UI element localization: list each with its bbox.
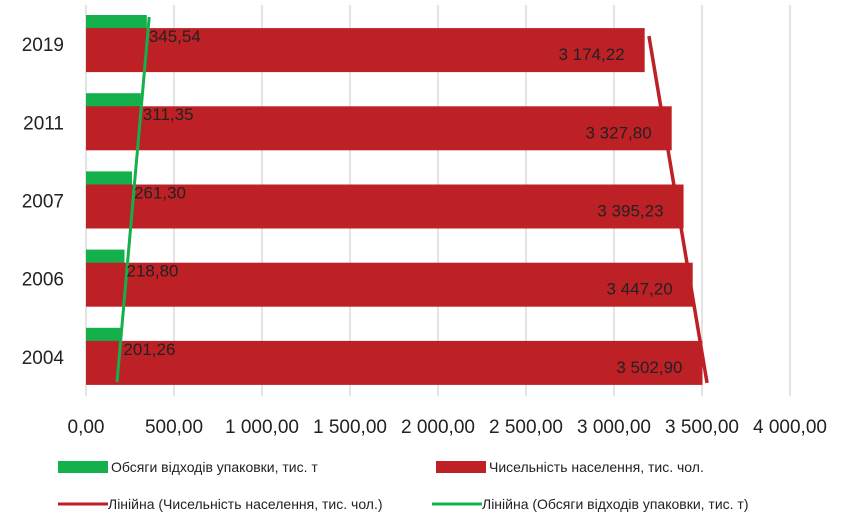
data-label-population: 3 395,23 [597, 202, 663, 221]
legend-label: Лінійна (Чисельність населення, тис. чол… [108, 496, 383, 512]
x-tick-label: 4 000,00 [753, 417, 827, 438]
trendline-packaging-waste [115, 16, 151, 383]
x-tick-label: 3 500,00 [665, 417, 739, 438]
y-category-label: 2019 [22, 35, 64, 56]
y-category-label: 2004 [22, 348, 65, 369]
bar-population [86, 184, 684, 229]
x-tick-label: 2 000,00 [401, 417, 475, 438]
data-label-population: 3 327,80 [586, 123, 652, 142]
bar-population [86, 106, 672, 151]
y-category-label: 2011 [23, 113, 64, 134]
data-label-population: 3 174,22 [558, 45, 624, 64]
legend-label: Лінійна (Обсяги відходів упаковки, тис. … [482, 496, 749, 512]
bar-population [86, 340, 703, 385]
trendline-population [647, 35, 709, 384]
data-label-packaging-waste: 201,26 [123, 340, 175, 359]
data-label-population: 3 502,90 [616, 358, 682, 377]
legend-label: Обсяги відходів упаковки, тис. т [111, 459, 318, 475]
x-axis-tick-labels: 0,00 500,00 1 000,00 1 500,00 2 000,00 2 500,… [68, 417, 827, 438]
legend-label: Чисельність населення, тис. чол. [489, 459, 704, 475]
bar-population [86, 262, 693, 307]
data-label-population: 3 447,20 [607, 280, 673, 299]
legend: Обсяги відходів упаковки, тис. т Чисельні… [58, 459, 749, 512]
x-tick-label: 0,00 [68, 417, 105, 438]
x-tick-label: 3 000,00 [577, 417, 651, 438]
trendlines [115, 16, 709, 384]
bar-population [86, 28, 645, 73]
series-population [86, 28, 703, 385]
x-tick-label: 500,00 [145, 417, 203, 438]
y-category-label: 2006 [22, 270, 64, 291]
legend-swatch-box [436, 461, 486, 473]
x-tick-label: 2 500,00 [489, 417, 563, 438]
y-category-label: 2007 [22, 192, 64, 213]
data-label-packaging-waste: 218,80 [127, 262, 179, 281]
x-tick-label: 1 000,00 [225, 417, 299, 438]
data-labels: 345,54 3 174,22 311,35 3 327,80 261,30 3 395,… [123, 27, 682, 377]
data-label-packaging-waste: 261,30 [134, 183, 186, 202]
category-labels: 2019 2011 2007 2006 2004 [22, 35, 65, 369]
legend-swatch-box [58, 461, 108, 473]
data-label-packaging-waste: 345,54 [149, 27, 201, 46]
x-tick-label: 1 500,00 [313, 417, 387, 438]
data-label-packaging-waste: 311,35 [143, 105, 194, 124]
